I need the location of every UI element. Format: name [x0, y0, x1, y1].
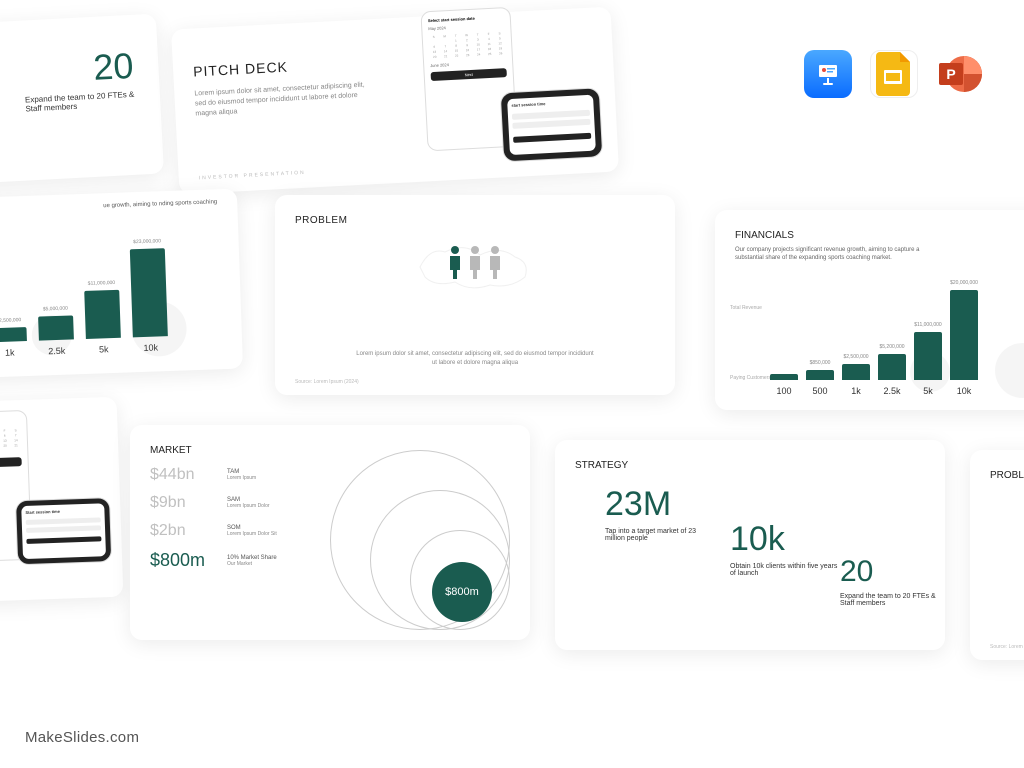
stat-sub1: s within nch	[0, 99, 20, 111]
y-axis-label: Paying Customers	[730, 375, 771, 381]
bar: $11,000,0005k	[914, 332, 942, 380]
strategy-stat: 23MTap into a target market of 23 millio…	[605, 485, 715, 542]
strategy-stat: 20Expand the team to 20 FTEs & Staff mem…	[840, 555, 950, 607]
calendar-grid: SMTWTFS 12345 6789101112 13141516171819 …	[429, 31, 506, 59]
slide-problem-partial: PROBLEM Source: Lorem Ipsum (2024)	[970, 450, 1024, 660]
person-icon	[487, 245, 503, 284]
phone-mockup-2: Start session time	[15, 497, 112, 565]
financials-desc: Our company projects significant revenue…	[735, 247, 935, 263]
bar: 100	[770, 374, 798, 380]
slide-phone-partial: Select start session date SMTWTFS 123456…	[0, 397, 123, 604]
financials-bar-chart: 100 $850,000500 $2,500,0001k $5,200,0002.5k…	[770, 290, 978, 380]
bar-chart-partial: $2,500,0001k $5,000,0002.5k $11,000,0005k$…	[0, 248, 168, 342]
problem2-title: PROBLEM	[990, 470, 1024, 481]
phone-next-button: Next	[431, 68, 507, 81]
bar: $20,000,00010k	[950, 290, 978, 380]
slide-bars-partial: ue growth, aiming to nding sports coachi…	[0, 189, 243, 382]
problem-source: Source: Lorem Ipsum (2024)	[295, 379, 359, 385]
strategy-title: STRATEGY	[575, 460, 925, 471]
bar: $5,000,0002.5k	[38, 315, 74, 340]
bar: $850,000500	[806, 370, 834, 380]
google-slides-icon[interactable]	[870, 50, 918, 98]
person-icon	[467, 245, 483, 284]
slide-financials: FINANCIALS Our company projects signific…	[715, 210, 1024, 410]
market-circles: $800m	[320, 450, 520, 630]
watermark: MakeSlides.com	[25, 729, 139, 746]
problem-body: Lorem ipsum dolor sit amet, consectetur …	[355, 350, 595, 367]
problem-title: PROBLEM	[295, 215, 655, 226]
market-circle-highlight: $800m	[432, 562, 492, 622]
slide-pitch-deck: PITCH DECK Lorem ipsum dolor sit amet, c…	[171, 7, 619, 195]
bar: $11,000,0005k	[84, 290, 121, 339]
slide-market: MARKET $44bnTAMLorem Ipsum$9bnSAMLorem I…	[130, 425, 530, 640]
powerpoint-icon[interactable]: P	[936, 50, 984, 98]
app-icons-row: P	[804, 50, 984, 98]
bars-desc: ue growth, aiming to nding sports coachi…	[97, 199, 217, 209]
svg-text:P: P	[946, 66, 955, 82]
stat-20: 20	[92, 45, 134, 89]
financials-title: FINANCIALS	[735, 230, 1024, 241]
slide-partial-top-left: k s within nch 20 Expand the team to 20 …	[0, 14, 164, 187]
people-icons	[447, 245, 503, 284]
bar: $2,500,0001k	[0, 327, 27, 342]
strategy-stat: 10kObtain 10k clients within five years …	[730, 520, 840, 577]
phone-mockup-time: start session time	[500, 87, 604, 162]
pitch-title: PITCH DECK	[193, 43, 593, 80]
problem2-source: Source: Lorem Ipsum (2024)	[990, 644, 1024, 650]
pitch-footer: INVESTOR PRESENTATION	[199, 170, 306, 182]
slide-problem: PROBLEM Lorem ipsum dolor sit amet, cons…	[275, 195, 675, 395]
y-axis-label: Total Revenue	[730, 305, 762, 311]
person-icon	[447, 245, 463, 284]
bar: $2,500,0001k	[842, 364, 870, 380]
bar: $23,000,00010k	[130, 248, 168, 337]
bar: $5,200,0002.5k	[878, 354, 906, 380]
keynote-icon[interactable]	[804, 50, 852, 98]
pitch-body: Lorem ipsum dolor sit amet, consectetur …	[194, 80, 375, 119]
slide-strategy: STRATEGY 23MTap into a target market of …	[555, 440, 945, 650]
stat-sub2: Expand the team to 20 FTEs & Staff membe…	[25, 90, 136, 114]
